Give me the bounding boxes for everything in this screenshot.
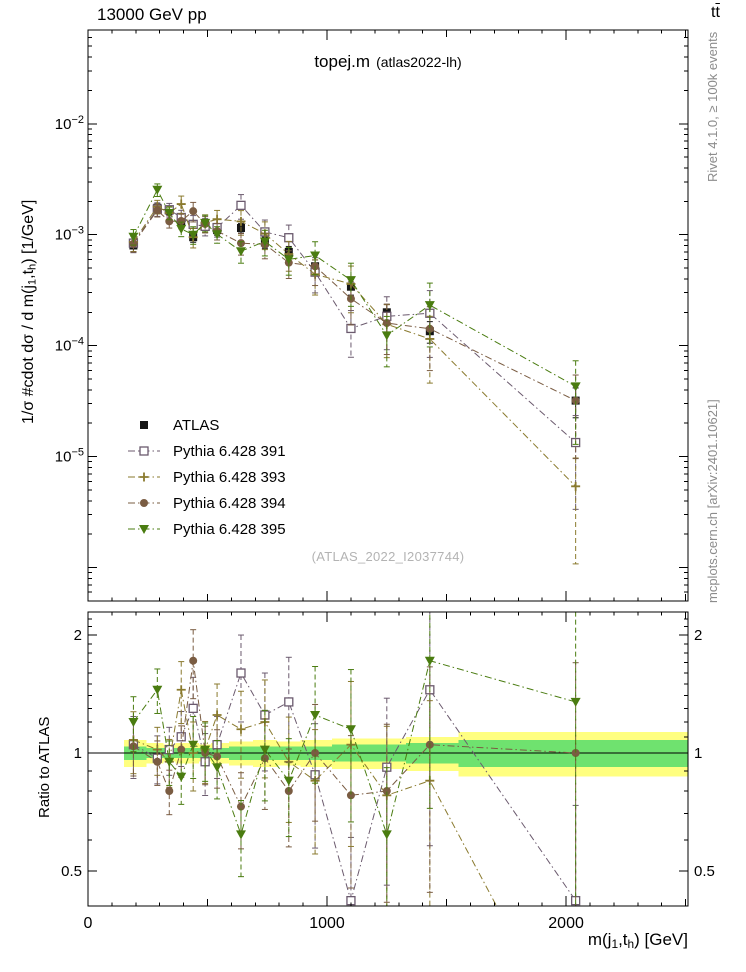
svg-text:2: 2 [74,627,82,644]
axes-frames [87,29,689,907]
svg-text:1: 1 [694,745,702,762]
legend-item-py395: Pythia 6.428 395 [127,516,286,542]
svg-text:10−4: 10−4 [55,336,84,355]
cross-open-icon [128,472,160,482]
svg-text:0: 0 [84,915,93,932]
svg-text:1: 1 [74,745,82,762]
observable-name: topej.m [314,52,371,71]
legend-label: Pythia 6.428 395 [173,520,286,538]
svg-text:0.5: 0.5 [61,863,82,880]
svg-text:0.5: 0.5 [694,863,715,880]
legend: ATLAS Pythia 6.428 391 Pythia 6.428 393 Pyt… [127,412,286,542]
series-ratio-py395 [128,612,581,906]
svg-text:10−2: 10−2 [55,114,84,133]
svg-text:1000: 1000 [309,915,345,932]
svg-text:10−5: 10−5 [55,447,84,466]
axis-ticks [87,29,688,906]
mcplots-arxiv-note: mcplots.cern.ch [arXiv:2401.10621] [705,399,720,603]
axis-tick-labels: 0 1000 2000 10−2 10−3 10−4 10−5 2 2 1 1 0.5 0.5 [55,114,715,932]
analysis-id-watermark: (ATLAS_2022_I2037744) [311,549,465,564]
legend-label: ATLAS [173,416,220,434]
series-main-py395 [128,183,581,445]
process-label: tt [711,4,720,21]
svg-text:10−3: 10−3 [55,225,84,244]
triangle-down-filled-icon [128,525,160,534]
legend-label: Pythia 6.428 393 [173,468,286,486]
x-axis-title: m(j1,th) [GeV] [587,930,688,952]
beam-energy-label: 13000 GeV pp [97,5,207,24]
legend-label: Pythia 6.428 391 [173,442,286,460]
square-open-icon [128,446,160,456]
legend-item-py391: Pythia 6.428 391 [127,438,286,464]
svg-text:2: 2 [694,627,702,644]
legend-item-py394: Pythia 6.428 394 [127,490,286,516]
legend-item-py393: Pythia 6.428 393 [127,464,286,490]
legend-item-atlas: ATLAS [127,412,286,438]
svg-text:2000: 2000 [548,915,584,932]
rivet-version-note: Rivet 4.1.0, ≥ 100k events [705,31,720,182]
ratio-y-axis-title: Ratio to ATLAS [36,716,53,818]
legend-label: Pythia 6.428 394 [173,494,286,512]
plot-title: topej.m (atlas2022-lh) [88,52,688,72]
circle-filled-icon [128,499,160,507]
main-y-axis-title: 1/σ #cdot dσ / d m(j1,th) [1/GeV] [20,199,39,424]
analysis-tag: (atlas2022-lh) [376,54,462,70]
square-filled-icon [140,421,148,429]
